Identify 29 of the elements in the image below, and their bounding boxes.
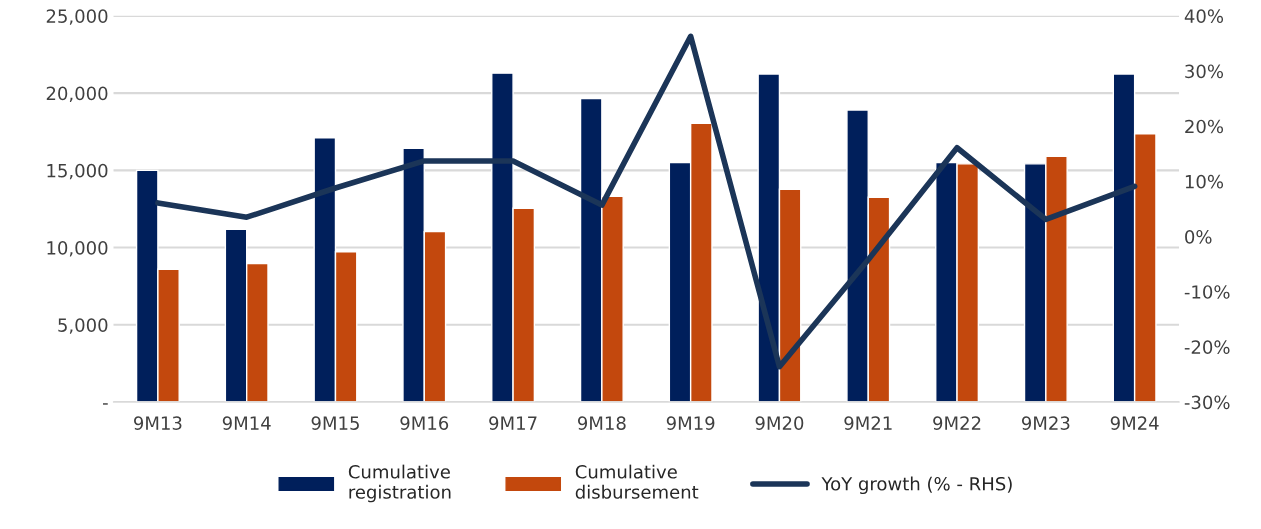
legend-label: Cumulative disbursement	[575, 464, 699, 499]
y-tick-label: 20,000	[46, 86, 108, 103]
y-tick-label: 5,000	[58, 318, 108, 334]
y-tick-label: 25,000	[46, 9, 108, 25]
legend-label: YoY growth (% - RHS)	[821, 476, 1012, 495]
x-tick-label: 9M14	[222, 416, 271, 430]
y2-tick-label: -30%	[1184, 395, 1230, 410]
y2-tick-label: 30%	[1185, 64, 1224, 79]
y2-tick-label: 0%	[1185, 230, 1212, 244]
x-tick-label: 9M15	[311, 416, 359, 430]
x-tick-label: 9M19	[666, 416, 715, 430]
x-tick-label: 9M16	[400, 416, 449, 430]
x-tick-label: 9M21	[844, 416, 892, 430]
y-tick-label: -	[103, 403, 108, 405]
x-tick-label: 9M23	[1021, 416, 1070, 430]
legend-label: Cumulative registration	[348, 464, 451, 503]
y2-tick-label: 10%	[1185, 174, 1224, 189]
x-tick-label: 9M18	[577, 416, 626, 430]
x-tick-label: 9M24	[1110, 416, 1159, 430]
x-tick-label: 9M13	[134, 416, 182, 430]
y2-tick-label: 20%	[1185, 119, 1224, 134]
y2-tick-label: -10%	[1184, 285, 1230, 299]
x-tick-label: 9M22	[933, 416, 981, 430]
x-tick-label: 9M20	[755, 416, 804, 430]
y-tick-label: 15,000	[47, 163, 108, 180]
y2-tick-label: -20%	[1184, 340, 1230, 354]
y-tick-label: 10,000	[47, 241, 108, 257]
y2-tick-label: 40%	[1184, 9, 1224, 23]
x-tick-label: 9M17	[489, 416, 537, 430]
